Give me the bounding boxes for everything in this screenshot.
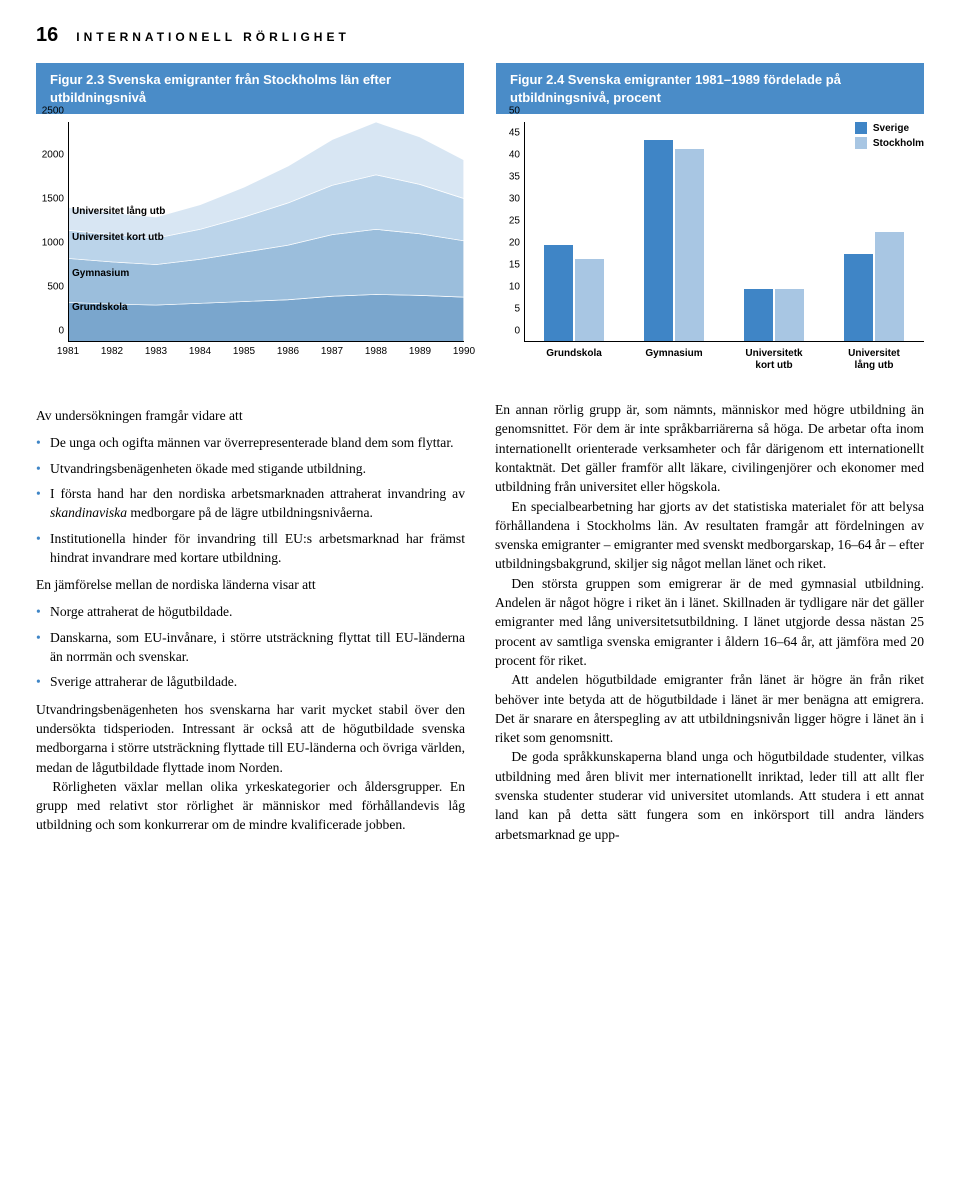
bar-xlabel: Universitetlång utb (848, 348, 900, 371)
ytick-label: 1500 (42, 194, 64, 205)
ytick-label: 2000 (42, 150, 64, 161)
legend-swatch (855, 137, 867, 149)
right-column: En annan rörlig grupp är, som nämnts, mä… (495, 400, 924, 844)
bullet-item: I första hand har den nordiska arbetsmar… (36, 484, 465, 523)
page-number: 16 (36, 24, 58, 47)
body-paragraph: En annan rörlig grupp är, som nämnts, mä… (495, 400, 924, 496)
figure-right: Figur 2.4 Svenska emigranter 1981–1989 f… (496, 63, 924, 372)
ytick-label: 40 (509, 150, 520, 161)
bullet-list-2: Norge attraherat de högutbildade. Danskar… (36, 602, 465, 691)
bar (644, 140, 673, 342)
left-intro: Av undersökningen framgår vidare att (36, 406, 465, 425)
legend-swatch (855, 122, 867, 134)
bar (744, 289, 773, 342)
figure-left-caption: Figur 2.3 Svenska emigranter från Stockh… (36, 63, 464, 114)
xtick-label: 1984 (189, 346, 211, 357)
body-columns: Av undersökningen framgår vidare att De … (36, 400, 924, 844)
bullet-item: Institutionella hinder för invandring ti… (36, 529, 465, 568)
left-mid: En jämförelse mellan de nordiska ländern… (36, 575, 465, 594)
xtick-label: 1987 (321, 346, 343, 357)
ytick-label: 500 (47, 282, 64, 293)
bar (675, 149, 704, 343)
figure-right-caption: Figur 2.4 Svenska emigranter 1981–1989 f… (496, 63, 924, 114)
bar-xlabel: Gymnasium (645, 348, 702, 360)
bar (544, 245, 573, 342)
bullet-item: Sverige attraherar de lågutbildade. (36, 672, 465, 691)
legend-label: Sverige (873, 123, 909, 134)
bullet-item: De unga och ogifta männen var överrepres… (36, 433, 465, 452)
bullet-item: Norge attraherat de högutbildade. (36, 602, 465, 621)
xtick-label: 1990 (453, 346, 475, 357)
bar-xlabel: Grundskola (546, 348, 602, 360)
ytick-label: 10 (509, 282, 520, 293)
xtick-label: 1985 (233, 346, 255, 357)
left-column: Av undersökningen framgår vidare att De … (36, 400, 465, 844)
xtick-label: 1986 (277, 346, 299, 357)
ytick-label: 15 (509, 260, 520, 271)
ytick-label: 50 (509, 106, 520, 117)
bar (844, 254, 873, 342)
ytick-label: 0 (514, 326, 520, 337)
ytick-label: 20 (509, 238, 520, 249)
xtick-label: 1989 (409, 346, 431, 357)
figures-row: Figur 2.3 Svenska emigranter från Stockh… (36, 63, 924, 372)
ytick-label: 0 (58, 326, 64, 337)
bullet-item: Utvandringsbenägenheten ökade med stigan… (36, 459, 465, 478)
area-series-label: Grundskola (72, 302, 128, 313)
body-paragraph: De goda språkkunskaperna bland unga och … (495, 747, 924, 843)
bar (875, 232, 904, 342)
ytick-label: 35 (509, 172, 520, 183)
ytick-label: 2500 (42, 106, 64, 117)
xtick-label: 1981 (57, 346, 79, 357)
body-paragraph: Utvandringsbenägenheten hos svenskarna h… (36, 700, 465, 777)
area-chart: 05001000150020002500 GrundskolaGymnasium… (68, 122, 464, 342)
bar-xlabel: Universitetkkort utb (745, 348, 802, 371)
ytick-label: 25 (509, 216, 520, 227)
bar (775, 289, 804, 342)
area-series-label: Universitet kort utb (72, 232, 164, 243)
bar (575, 259, 604, 343)
ytick-label: 30 (509, 194, 520, 205)
bullet-list-1: De unga och ogifta männen var överrepres… (36, 433, 465, 567)
body-paragraph: En specialbearbetning har gjorts av det … (495, 497, 924, 574)
legend-item: Sverige (855, 122, 924, 134)
figure-left: Figur 2.3 Svenska emigranter från Stockh… (36, 63, 464, 372)
bar-chart: 05101520253035404550 GrundskolaGymnasium… (524, 122, 924, 342)
ytick-label: 5 (514, 304, 520, 315)
body-paragraph: Den största gruppen som emigrerar är de … (495, 574, 924, 670)
body-paragraph: Rörligheten växlar mellan olika yrkeskat… (36, 777, 465, 835)
legend-item: Stockholm (855, 137, 924, 149)
section-title: INTERNATIONELL RÖRLIGHET (76, 30, 350, 44)
ytick-label: 45 (509, 128, 520, 139)
ytick-label: 1000 (42, 238, 64, 249)
area-series-label: Gymnasium (72, 268, 129, 279)
body-paragraph: Att andelen högutbildade emigranter från… (495, 670, 924, 747)
xtick-label: 1982 (101, 346, 123, 357)
page-header: 16 INTERNATIONELL RÖRLIGHET (36, 24, 924, 47)
bullet-item: Danskarna, som EU-invånare, i större uts… (36, 628, 465, 667)
xtick-label: 1988 (365, 346, 387, 357)
xtick-label: 1983 (145, 346, 167, 357)
legend-label: Stockholm (873, 138, 924, 149)
bar-chart-legend: Sverige Stockholm (855, 122, 924, 152)
area-series-label: Universitet lång utb (72, 206, 165, 217)
